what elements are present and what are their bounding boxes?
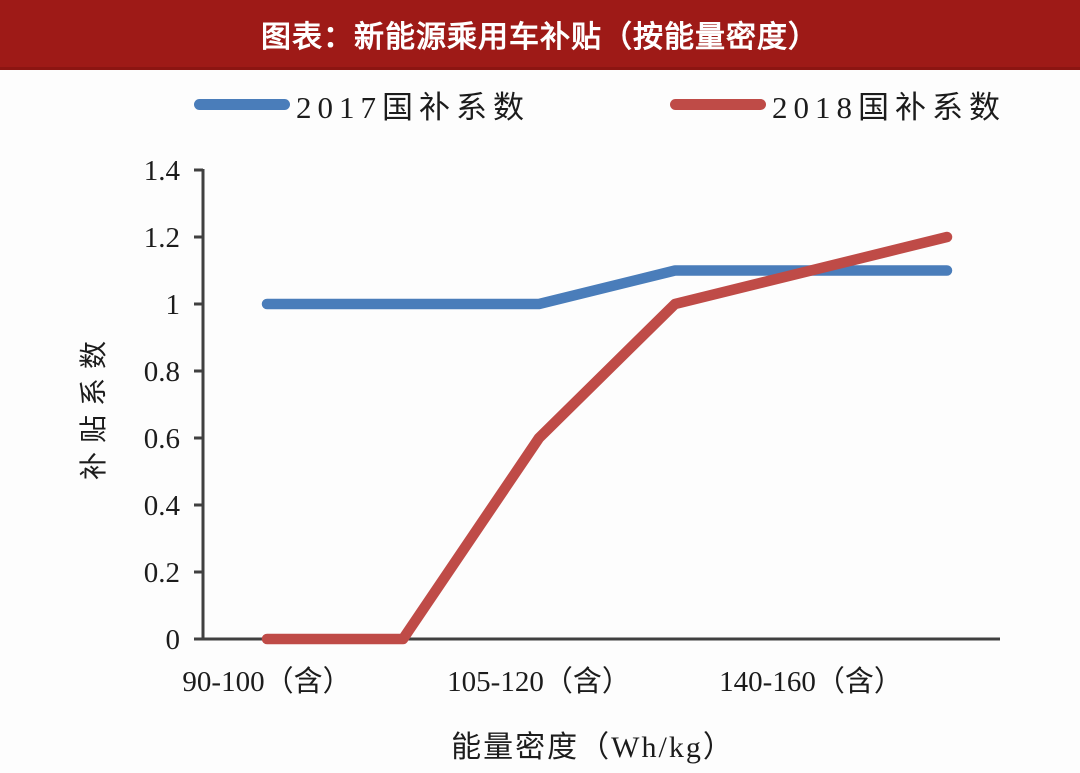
legend-line-swatch-2017 — [194, 98, 290, 110]
x-tick-label: 140-160（含） — [719, 665, 903, 698]
series-line-2017国补系数 — [261, 265, 953, 310]
y-axis-title: 补贴系数 — [79, 332, 110, 481]
y-tick-label: 1.4 — [144, 155, 181, 187]
legend-item-2018: 2018国补系数 — [670, 82, 1006, 127]
y-tick-label: 0.4 — [144, 490, 181, 522]
chart-title-banner: 图表：新能源乘用车补贴（按能量密度） — [0, 0, 1080, 70]
series-line-2018国补系数 — [261, 231, 953, 645]
y-tick-label: 1.2 — [144, 222, 180, 254]
legend-label-2017: 2017国补系数 — [296, 89, 530, 125]
x-axis-title: 能量密度（Wh/kg） — [451, 731, 735, 764]
x-tick-label: 105-120（含） — [447, 665, 631, 698]
legend-item-2017: 2017国补系数 — [194, 82, 530, 127]
y-tick-label: 0 — [166, 624, 181, 656]
y-tick-label: 0.6 — [144, 423, 180, 455]
y-tick-label: 0.2 — [144, 557, 180, 589]
legend-line-swatch-2018 — [670, 98, 766, 110]
x-tick-label: 90-100（含） — [182, 665, 351, 698]
y-tick-label: 0.8 — [144, 356, 180, 388]
chart-legend: 2017国补系数 2018国补系数 — [0, 82, 1080, 127]
chart-title: 图表：新能源乘用车补贴（按能量密度） — [261, 20, 819, 54]
y-tick-label: 1 — [166, 289, 181, 321]
legend-label-2018: 2018国补系数 — [772, 89, 1006, 125]
